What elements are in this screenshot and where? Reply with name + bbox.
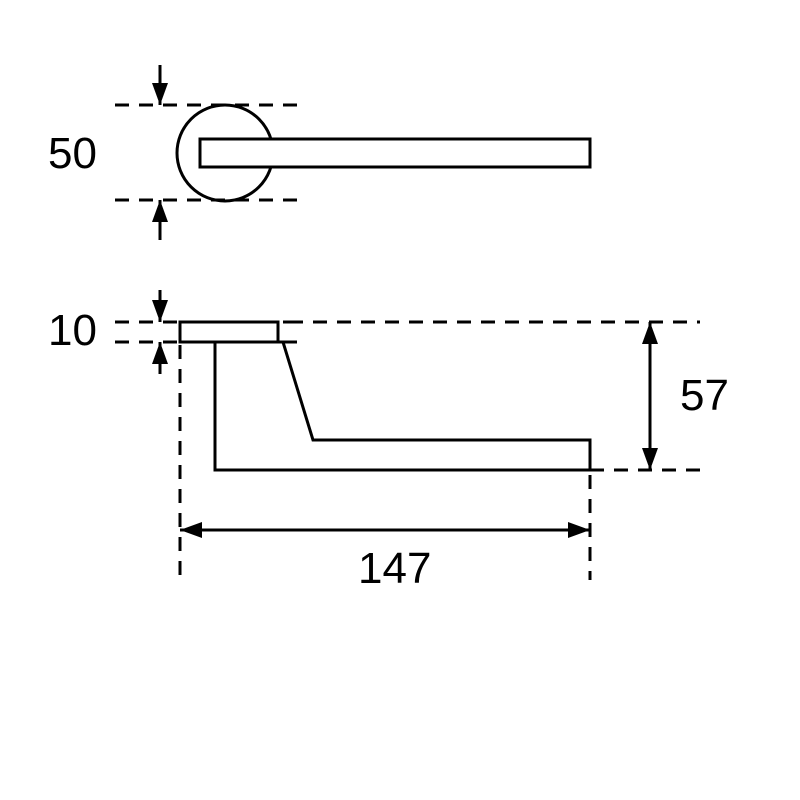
dim-10: 10 [48, 306, 97, 355]
dim-147: 147 [358, 544, 431, 593]
dimension-drawing: 50 10 57 147 [0, 0, 800, 800]
dim-57: 57 [680, 371, 729, 420]
base-plate [180, 322, 278, 342]
handle-bar-top [200, 139, 590, 167]
lever-body [215, 342, 590, 470]
dim-50: 50 [48, 129, 97, 178]
